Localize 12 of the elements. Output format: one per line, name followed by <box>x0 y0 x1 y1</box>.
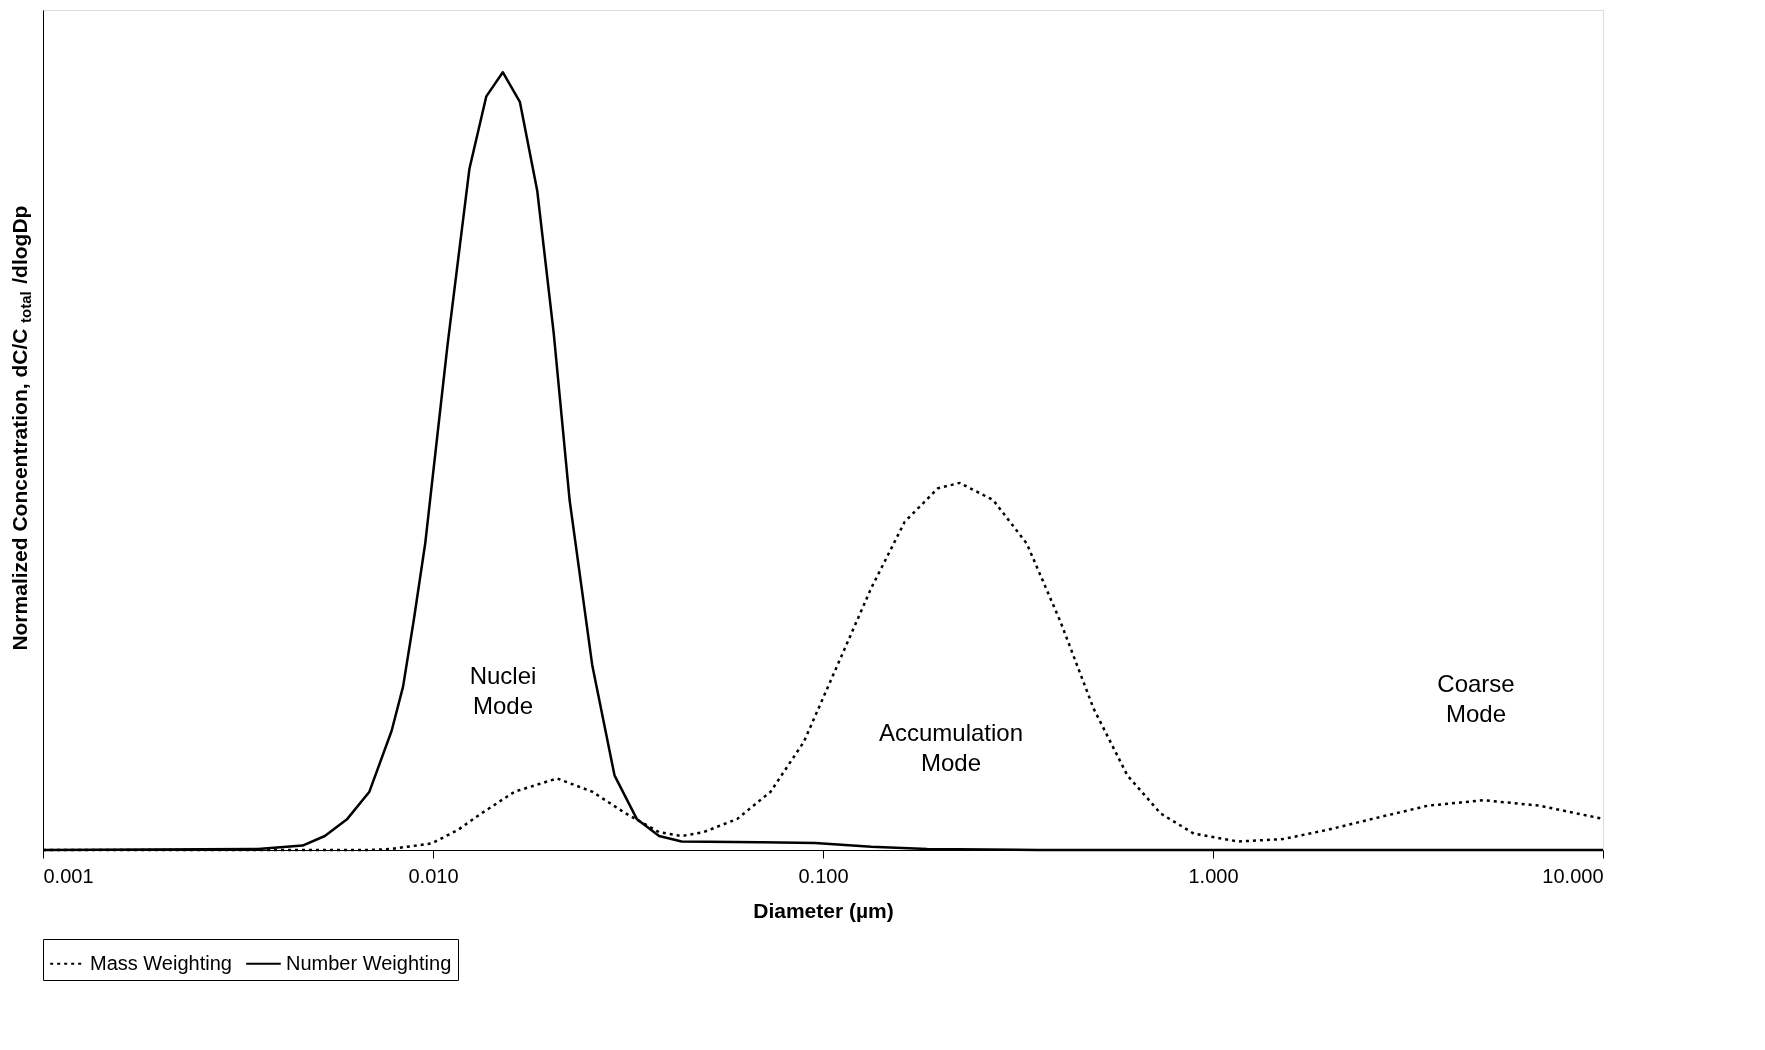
legend-label: Mass Weighting <box>90 951 232 974</box>
x-axis-title: Diameter (µm) <box>753 898 894 922</box>
x-tick-label: 0.100 <box>798 864 849 887</box>
annotation: Coarse Mode <box>1437 670 1515 727</box>
annotation: Nuclei Mode <box>469 662 537 719</box>
x-tick-label: 0.010 <box>408 864 459 887</box>
legend-label: Number Weighting <box>286 951 452 974</box>
y-axis-title: Normalized Concentration, dC/Ctotal/dlogDp <box>8 205 34 651</box>
x-tick-label: 0.001 <box>43 864 94 887</box>
x-tick-label: 1.000 <box>1188 864 1239 887</box>
x-tick-label: 10.000 <box>1542 864 1604 887</box>
annotation: Accumulation Mode <box>878 719 1024 776</box>
